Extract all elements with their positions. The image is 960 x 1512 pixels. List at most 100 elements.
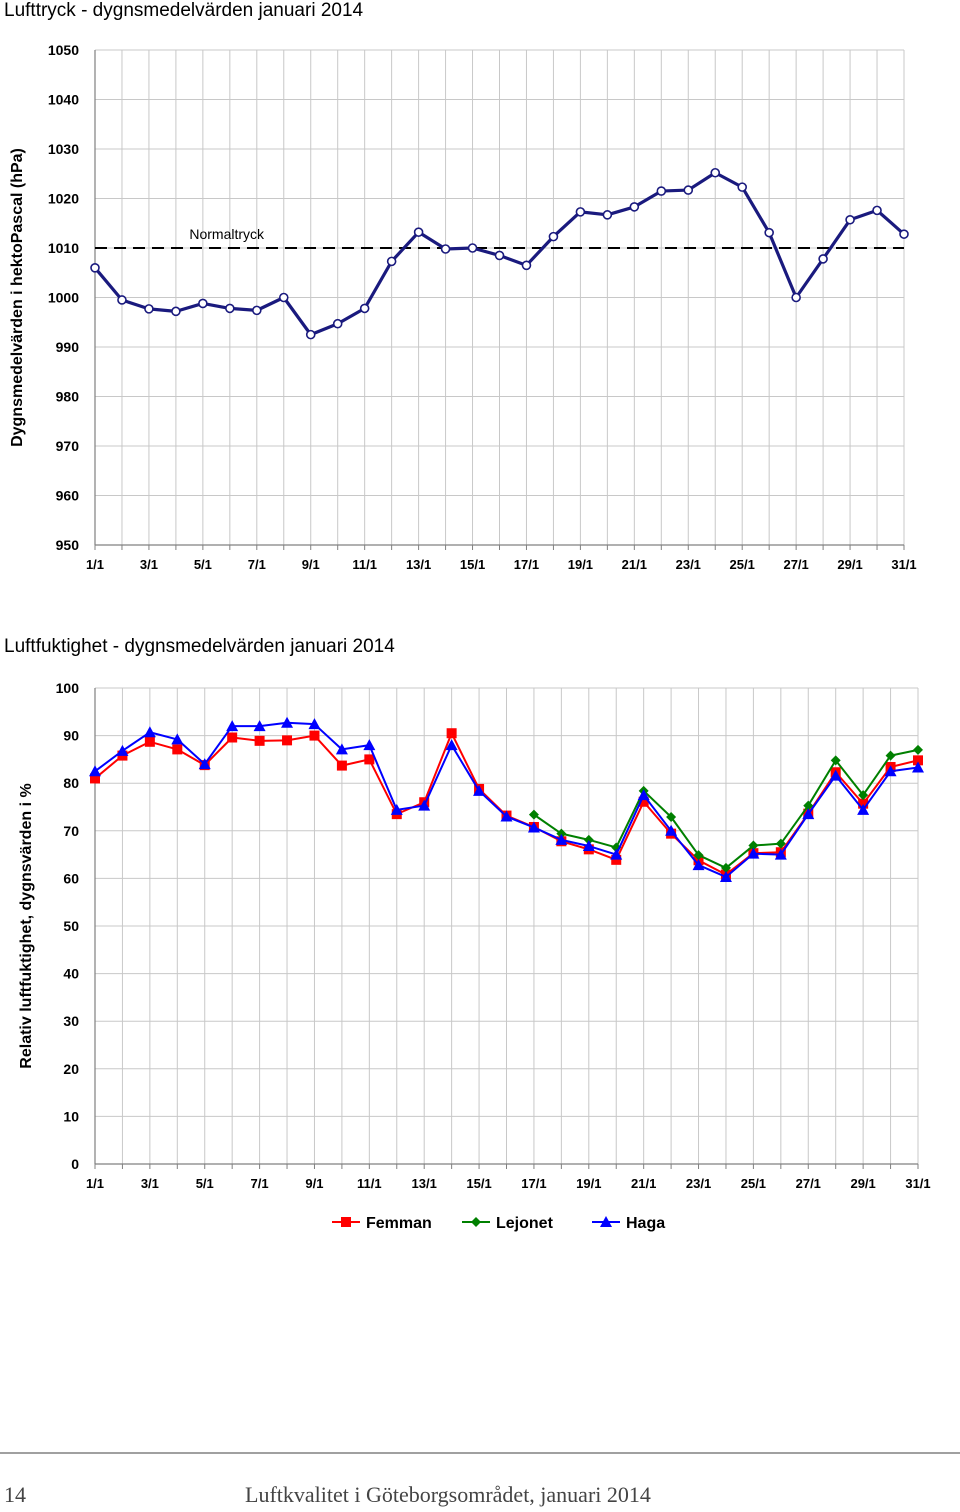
data-point xyxy=(225,303,235,314)
pressure-chart-title: Lufttryck - dygnsmedelvärden januari 201… xyxy=(4,0,364,21)
x-tick-label: 23/1 xyxy=(676,557,701,572)
y-axis-label: Relativ luftfuktighet, dygnsvärden i % xyxy=(18,783,35,1068)
data-point xyxy=(171,306,181,317)
data-point xyxy=(390,803,403,815)
data-point xyxy=(610,848,623,860)
data-point xyxy=(774,848,787,860)
data-point xyxy=(198,758,211,770)
data-point xyxy=(253,720,266,732)
data-point xyxy=(144,736,155,747)
x-tick-label: 15/1 xyxy=(466,1176,491,1191)
x-tick-label: 5/1 xyxy=(194,557,212,572)
pressure-chart: 950 960 970 980 990 1000 1010 1020 1030 1040 1050 1… xyxy=(9,42,917,572)
y-tick-label: 40 xyxy=(63,966,79,982)
data-point xyxy=(89,765,101,777)
data-point xyxy=(791,292,801,303)
data-point xyxy=(845,214,855,225)
data-point xyxy=(693,850,704,861)
legend-item-lejonet: Lejonet xyxy=(462,1215,554,1232)
x-tick-label: 11/1 xyxy=(357,1176,382,1191)
data-point xyxy=(364,754,375,765)
y-tick-label: 60 xyxy=(63,870,79,886)
series-0 xyxy=(90,167,909,340)
y-tick-label: 100 xyxy=(56,680,80,696)
data-point xyxy=(335,743,348,755)
data-point xyxy=(363,739,376,751)
data-point xyxy=(747,847,760,859)
data-point xyxy=(116,744,129,756)
x-tick-label: 11/1 xyxy=(352,557,377,572)
legend-label: Haga xyxy=(626,1215,665,1232)
y-tick-label: 50 xyxy=(63,918,79,934)
data-point xyxy=(254,735,265,746)
data-point xyxy=(198,298,208,309)
data-point xyxy=(90,773,100,784)
data-point xyxy=(305,329,316,340)
x-tick-label: 25/1 xyxy=(730,557,755,572)
y-tick-label: 1030 xyxy=(48,141,79,157)
data-point xyxy=(611,842,622,853)
data-point xyxy=(445,739,458,751)
y-tick-label: 30 xyxy=(63,1013,79,1029)
data-point xyxy=(818,254,828,264)
data-point xyxy=(802,808,815,820)
x-tick-label: 1/1 xyxy=(86,1176,104,1191)
data-point xyxy=(143,726,156,738)
data-point xyxy=(359,303,370,314)
data-point xyxy=(144,304,154,314)
data-point xyxy=(446,728,457,739)
y-tick-label: 980 xyxy=(56,389,80,405)
y-tick-label: 80 xyxy=(63,775,79,791)
x-tick-label: 13/1 xyxy=(412,1176,437,1191)
x-tick-label: 31/1 xyxy=(891,557,916,572)
x-tick-label: 25/1 xyxy=(741,1176,766,1191)
data-point xyxy=(857,803,870,815)
data-point xyxy=(226,720,239,732)
x-tick-label: 23/1 xyxy=(686,1176,711,1191)
data-point xyxy=(171,733,184,745)
data-point xyxy=(521,260,532,271)
x-tick-label: 27/1 xyxy=(796,1176,821,1191)
x-tick-label: 31/1 xyxy=(905,1176,930,1191)
x-tick-label: 17/1 xyxy=(514,557,539,572)
x-tick-label: 29/1 xyxy=(837,557,862,572)
x-tick-label: 13/1 xyxy=(406,557,431,572)
legend-marker xyxy=(471,1217,481,1227)
x-tick-label: 19/1 xyxy=(568,557,593,572)
data-point xyxy=(764,227,774,238)
data-point xyxy=(575,207,586,217)
data-point xyxy=(719,870,732,882)
y-tick-label: 1050 xyxy=(48,42,79,58)
data-point xyxy=(748,840,759,851)
data-point xyxy=(467,243,478,253)
data-point xyxy=(912,761,924,773)
y-tick-label: 1000 xyxy=(48,290,79,306)
data-point xyxy=(413,227,424,237)
legend-label: Femman xyxy=(366,1215,432,1232)
y-tick-label: 960 xyxy=(56,488,80,504)
data-point xyxy=(556,828,567,839)
data-point xyxy=(637,789,650,801)
data-point xyxy=(494,250,505,261)
data-point xyxy=(309,730,320,741)
data-point xyxy=(555,833,568,845)
data-point xyxy=(872,205,882,216)
data-point xyxy=(858,790,869,801)
data-point xyxy=(117,295,127,305)
data-point xyxy=(885,750,896,761)
x-tick-label: 1/1 xyxy=(86,557,104,572)
data-point xyxy=(527,821,540,833)
data-point xyxy=(666,811,677,822)
data-point xyxy=(884,765,897,777)
y-tick-label: 1040 xyxy=(48,92,79,108)
data-point xyxy=(710,167,721,178)
data-point xyxy=(899,229,909,239)
legend-item-femman: Femman xyxy=(332,1215,432,1232)
data-point xyxy=(665,824,678,836)
data-point xyxy=(418,799,431,811)
data-point xyxy=(227,732,238,743)
y-tick-label: 10 xyxy=(63,1108,79,1124)
data-point xyxy=(251,305,262,316)
data-point xyxy=(308,718,321,730)
x-tick-label: 7/1 xyxy=(251,1176,269,1191)
